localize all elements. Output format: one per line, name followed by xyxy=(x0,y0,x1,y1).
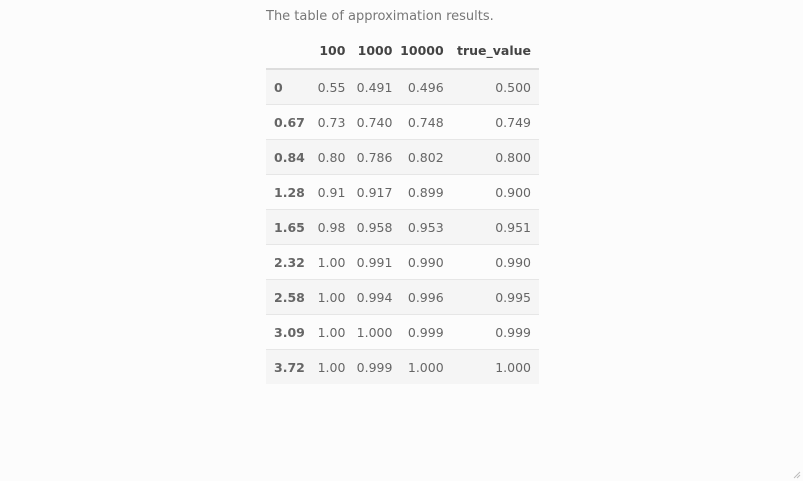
cell-true-value: 0.500 xyxy=(443,69,539,105)
cell-1000: 0.999 xyxy=(345,349,393,384)
cell-true-value: 0.999 xyxy=(443,314,539,350)
cell-1000: 0.917 xyxy=(345,174,393,210)
cell-100: 0.55 xyxy=(313,69,346,105)
header-true-value: true_value xyxy=(443,33,539,70)
row-index: 0.67 xyxy=(266,104,314,140)
row-index: 3.09 xyxy=(266,314,314,350)
row-index: 1.65 xyxy=(266,209,314,245)
cell-true-value: 0.749 xyxy=(443,104,539,140)
cell-true-value: 0.900 xyxy=(443,174,539,210)
cell-100: 0.91 xyxy=(313,174,346,210)
cell-1000: 1.000 xyxy=(345,314,393,350)
row-index: 0 xyxy=(266,69,314,105)
table-row: 2.32 1.00 0.991 0.990 0.990 xyxy=(266,244,539,280)
table-header: 100 1000 10000 true_value xyxy=(266,33,539,70)
row-index: 2.32 xyxy=(266,244,314,280)
cell-true-value: 0.951 xyxy=(443,209,539,245)
table-row: 3.09 1.00 1.000 0.999 0.999 xyxy=(266,314,539,350)
table-row: 3.72 1.00 0.999 1.000 1.000 xyxy=(266,349,539,384)
table-row: 1.28 0.91 0.917 0.899 0.900 xyxy=(266,174,539,210)
cell-10000: 0.802 xyxy=(392,139,444,175)
cell-1000: 0.991 xyxy=(345,244,393,280)
cell-100: 1.00 xyxy=(313,349,346,384)
header-index xyxy=(266,33,314,70)
cell-1000: 0.491 xyxy=(345,69,393,105)
cell-10000: 0.996 xyxy=(392,279,444,315)
table-row: 0.84 0.80 0.786 0.802 0.800 xyxy=(266,139,539,175)
row-index: 1.28 xyxy=(266,174,314,210)
cell-true-value: 0.990 xyxy=(443,244,539,280)
cell-10000: 0.953 xyxy=(392,209,444,245)
cell-100: 0.80 xyxy=(313,139,346,175)
table-row: 2.58 1.00 0.994 0.996 0.995 xyxy=(266,279,539,315)
table-row: 1.65 0.98 0.958 0.953 0.951 xyxy=(266,209,539,245)
cell-1000: 0.994 xyxy=(345,279,393,315)
cell-true-value: 1.000 xyxy=(443,349,539,384)
cell-true-value: 0.800 xyxy=(443,139,539,175)
row-index: 3.72 xyxy=(266,349,314,384)
row-index: 0.84 xyxy=(266,139,314,175)
cell-10000: 0.496 xyxy=(392,69,444,105)
table-row: 0 0.55 0.491 0.496 0.500 xyxy=(266,69,539,105)
cell-10000: 0.999 xyxy=(392,314,444,350)
cell-100: 1.00 xyxy=(313,279,346,315)
table-body: 0 0.55 0.491 0.496 0.500 0.67 0.73 0.740… xyxy=(266,69,539,384)
cell-10000: 1.000 xyxy=(392,349,444,384)
header-1000: 1000 xyxy=(345,33,393,70)
cell-10000: 0.748 xyxy=(392,104,444,140)
cell-100: 1.00 xyxy=(313,314,346,350)
cell-100: 0.73 xyxy=(313,104,346,140)
table-row: 0.67 0.73 0.740 0.748 0.749 xyxy=(266,104,539,140)
cell-1000: 0.958 xyxy=(345,209,393,245)
cell-1000: 0.786 xyxy=(345,139,393,175)
header-100: 100 xyxy=(313,33,346,70)
table-caption: The table of approximation results. xyxy=(266,9,494,24)
cell-1000: 0.740 xyxy=(345,104,393,140)
row-index: 2.58 xyxy=(266,279,314,315)
header-10000: 10000 xyxy=(392,33,444,70)
resize-grip-icon[interactable] xyxy=(793,471,801,479)
approximation-results-table: 100 1000 10000 true_value 0 0.55 0.491 0… xyxy=(266,33,539,384)
header-row: 100 1000 10000 true_value xyxy=(266,33,539,70)
cell-100: 1.00 xyxy=(313,244,346,280)
cell-true-value: 0.995 xyxy=(443,279,539,315)
cell-10000: 0.990 xyxy=(392,244,444,280)
cell-100: 0.98 xyxy=(313,209,346,245)
cell-10000: 0.899 xyxy=(392,174,444,210)
